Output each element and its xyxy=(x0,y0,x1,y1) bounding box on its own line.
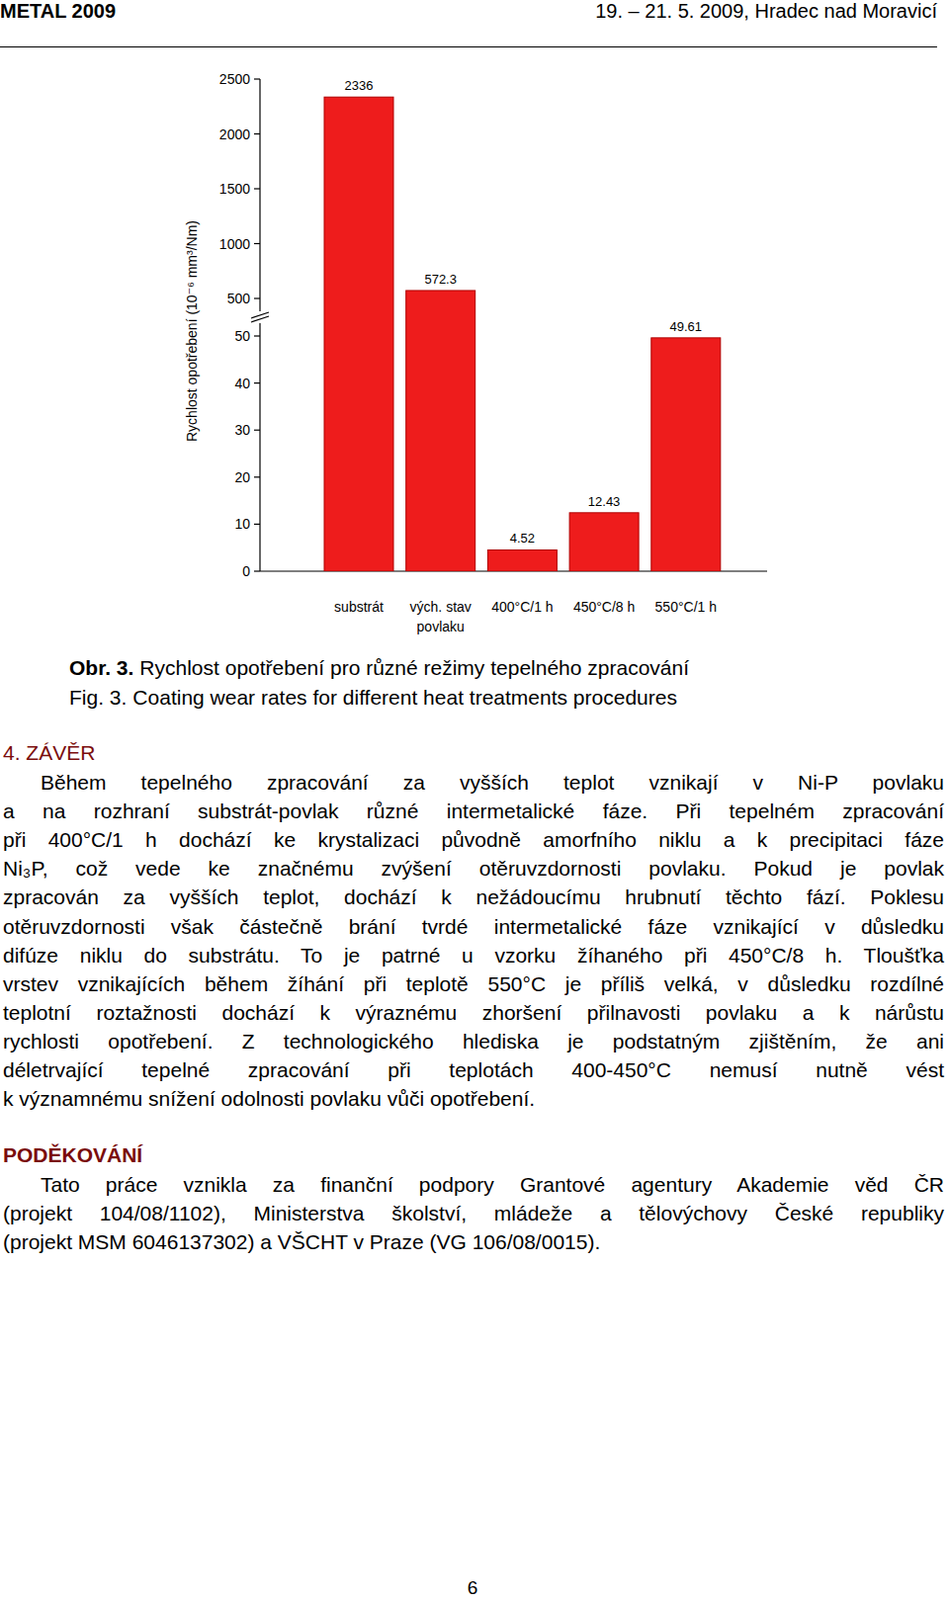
paragraph-line: teplotní roztažnosti dochází k výraznému… xyxy=(2,1001,945,1026)
header-right: 19. – 21. 5. 2009, Hradec nad Moravicí xyxy=(595,0,938,23)
y-tick-label: 2500 xyxy=(219,71,251,87)
paragraph-line: (projekt MSM 6046137302) a VŠCHT v Praze… xyxy=(2,1230,945,1255)
paragraph-line: difúze niklu do substrátu. To je patrné … xyxy=(2,944,945,968)
y-tick xyxy=(254,187,260,189)
paragraph-line: při 400°C/1 h dochází ke krystalizaci pů… xyxy=(2,828,945,853)
y-tick-label: 1500 xyxy=(219,180,251,197)
caption-label: Obr. 3. xyxy=(69,656,134,681)
paragraph-line: k významnému snížení odolnosti povlaku v… xyxy=(2,1087,945,1112)
chart: 0 10 20 30 40 50 500 1000 1500 2000 2500 Rychlost o… xyxy=(0,0,949,653)
bars xyxy=(324,96,721,572)
y-axis-label: Rychlost opotřebení (10⁻⁶ mm³/Nm) xyxy=(183,220,200,442)
paragraph-line: zpracován za vyšších teplot, dochází k n… xyxy=(2,885,945,910)
y-tick-label: 10 xyxy=(234,516,251,532)
y-tick xyxy=(254,523,260,525)
y-tick xyxy=(254,430,260,432)
x-tick-label: 450°C/8 h xyxy=(573,599,635,615)
y-tick xyxy=(254,382,260,384)
y-tick xyxy=(254,570,260,572)
y-axis xyxy=(258,79,260,312)
page-number: 6 xyxy=(467,1577,479,1600)
paragraph-line: a na rozhraní substrát-povlak různé inte… xyxy=(2,799,945,824)
paragraph-line: Během tepelného zpracování za vyšších te… xyxy=(40,771,945,795)
data-label: 4.52 xyxy=(510,530,535,546)
y-tick-label: 1000 xyxy=(219,236,251,253)
bar xyxy=(487,549,557,572)
y-tick xyxy=(254,476,260,478)
section-heading: PODĚKOVÁNÍ xyxy=(2,1143,143,1168)
bar xyxy=(324,96,394,572)
y-axis xyxy=(258,323,260,572)
bar xyxy=(406,290,476,572)
data-label: 572.3 xyxy=(424,271,457,287)
y-tick xyxy=(254,297,260,299)
header-rule xyxy=(0,46,938,48)
y-tick-label: 2000 xyxy=(219,126,251,143)
y-tick-label: 40 xyxy=(234,375,251,392)
y-tick xyxy=(254,78,260,80)
caption-label: Fig. 3. xyxy=(69,686,127,710)
paragraph-line: (projekt 104/08/1102), Ministerstva škol… xyxy=(2,1202,945,1226)
bar xyxy=(569,513,639,572)
caption-text: Coating wear rates for different heat tr… xyxy=(132,686,678,710)
section-heading: 4. ZÁVĚR xyxy=(2,741,95,766)
paragraph-line: déletrvající tepelné zpracování při tepl… xyxy=(2,1058,945,1083)
y-tick-label: 0 xyxy=(242,563,251,580)
x-tick-label: 550°C/1 h xyxy=(655,599,717,615)
data-label: 12.43 xyxy=(588,494,621,510)
y-tick-label: 30 xyxy=(234,422,251,438)
header-left: METAL 2009 xyxy=(0,0,116,23)
y-tick xyxy=(254,335,260,337)
data-label: 49.61 xyxy=(670,319,703,335)
bar xyxy=(651,338,721,572)
axis-break xyxy=(251,312,269,319)
paragraph-line: Tato práce vznikla za finanční podpory G… xyxy=(40,1173,945,1198)
x-tick-label: vých. stavpovlaku xyxy=(410,599,472,635)
caption-text: Rychlost opotřebení pro různé režimy tep… xyxy=(139,656,690,681)
x-tick-label: 400°C/1 h xyxy=(491,599,553,615)
y-tick-label: 50 xyxy=(234,328,251,345)
paragraph-line: vrstev vznikajících během žíhání při tep… xyxy=(2,972,945,997)
y-tick-label: 20 xyxy=(234,469,251,486)
x-tick-label: substrát xyxy=(334,599,384,615)
paragraph-line: rychlosti opotřebení. Z technologického … xyxy=(2,1030,945,1054)
data-label: 2336 xyxy=(345,78,374,93)
y-tick-label: 500 xyxy=(227,290,252,307)
paragraph-line: Ni₃P, což vede ke značnému zvýšení otěru… xyxy=(2,857,945,881)
paragraph-line: otěruvzdornosti však částečně brání tvrd… xyxy=(2,915,945,940)
y-tick xyxy=(254,243,260,245)
y-tick xyxy=(254,133,260,135)
